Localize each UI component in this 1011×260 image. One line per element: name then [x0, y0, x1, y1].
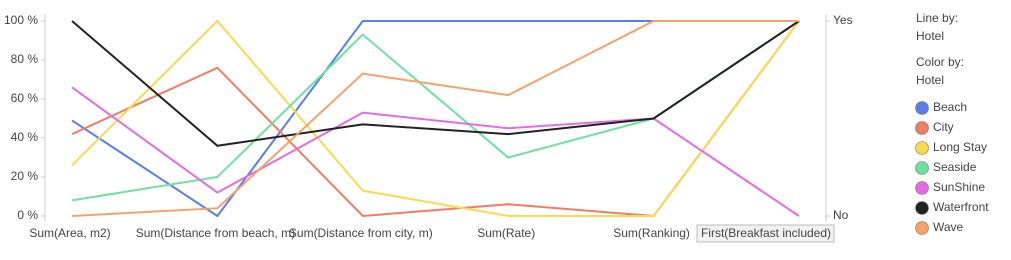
legend-swatch [915, 221, 929, 235]
legend-swatch [915, 141, 929, 155]
axis-label: Sum(Distance from city, m) [289, 226, 433, 240]
legend-label[interactable]: City [933, 120, 954, 134]
axis-label-box [696, 224, 835, 243]
axis-label: Sum(Ranking) [613, 226, 690, 240]
legend-swatch [915, 161, 929, 175]
y-tick-label: 80 % [11, 52, 39, 66]
y2-tick-label: No [833, 208, 849, 222]
legend-swatch [915, 121, 929, 135]
legend-color-by-label: Color by: [916, 55, 964, 69]
legend-label[interactable]: Waterfront [933, 200, 989, 214]
series-line [71, 20, 800, 202]
y2-tick-label: Yes [833, 13, 853, 27]
series-line [71, 20, 799, 218]
legend-label[interactable]: Beach [933, 100, 967, 114]
axis-label[interactable]: First(Breakfast included) [701, 226, 831, 240]
series-line [71, 20, 800, 147]
axis-label: Sum(Rate) [477, 226, 535, 240]
axis-label: Sum(Area, m2) [29, 226, 110, 240]
legend-swatch [915, 201, 929, 215]
y-tick-label: 60 % [11, 91, 39, 105]
y-tick-label: 40 % [11, 130, 39, 144]
legend-swatch [915, 101, 929, 115]
series-line [71, 20, 799, 217]
axis-label: Sum(Distance from beach, m) [136, 226, 295, 240]
series-line [71, 20, 800, 218]
legend-line-by: Hotel [916, 29, 944, 43]
legend-label[interactable]: Seaside [933, 160, 977, 174]
legend-color-by: Hotel [916, 73, 944, 87]
y-tick-label: 20 % [11, 169, 39, 183]
legend-line-by-label: Line by: [916, 11, 958, 25]
legend-label[interactable]: Wave [933, 220, 964, 234]
series-line [71, 19, 800, 217]
series-line [71, 86, 800, 217]
y-tick-label: 0 % [17, 208, 38, 222]
legend-label[interactable]: SunShine [933, 180, 985, 194]
legend-label[interactable]: Long Stay [933, 140, 987, 154]
legend-swatch [915, 181, 929, 195]
y-tick-label: 100 % [4, 13, 38, 27]
